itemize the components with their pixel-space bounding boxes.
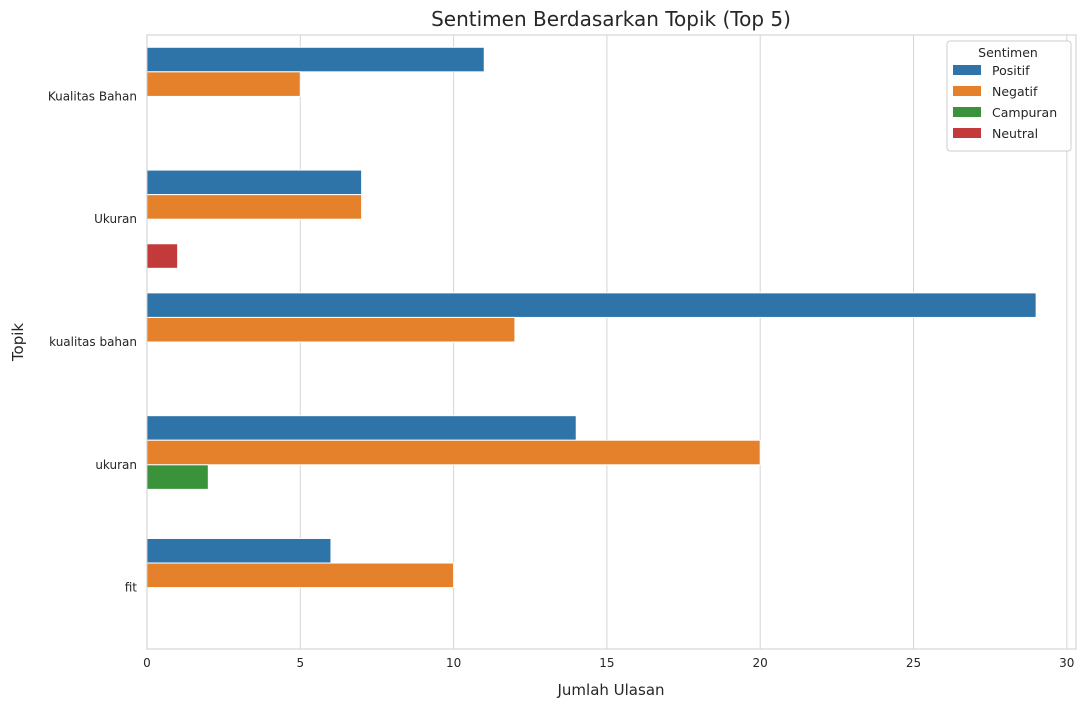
x-axis-label: Jumlah Ulasan bbox=[556, 681, 664, 699]
chart-title: Sentimen Berdasarkan Topik (Top 5) bbox=[431, 7, 791, 31]
y-tick-label: ukuran bbox=[95, 458, 137, 472]
legend-swatch-campuran bbox=[953, 107, 981, 117]
bar-positif bbox=[146, 415, 577, 441]
bar-layer bbox=[146, 46, 1037, 589]
legend-title: Sentimen bbox=[978, 45, 1038, 60]
bar-negatif bbox=[146, 194, 363, 220]
legend-swatch-positif bbox=[953, 65, 981, 75]
x-tick-label: 30 bbox=[1059, 656, 1074, 670]
legend: Sentimen Positif Negatif Campuran Neutral bbox=[946, 40, 1072, 152]
legend-label-neutral: Neutral bbox=[992, 126, 1038, 141]
plot-frame bbox=[146, 34, 1077, 650]
x-tick-label: 5 bbox=[296, 656, 304, 670]
x-tick-label: 15 bbox=[599, 656, 614, 670]
legend-swatch-negatif bbox=[953, 86, 981, 96]
bar-positif bbox=[146, 46, 485, 73]
legend-label-positif: Positif bbox=[992, 63, 1030, 78]
y-tick-label: fit bbox=[125, 581, 138, 595]
bar-positif bbox=[146, 537, 332, 564]
y-tick-label: Kualitas Bahan bbox=[48, 89, 137, 103]
legend-items: Positif Negatif Campuran Neutral bbox=[953, 63, 1057, 141]
bar-negatif bbox=[146, 562, 455, 589]
bar-negatif bbox=[146, 439, 761, 466]
bar-negatif bbox=[146, 71, 301, 97]
tick-layer: 0 5 10 15 20 25 30 Kualitas Bahan Ukuran kualitas… bbox=[48, 89, 1075, 670]
y-tick-label: Ukuran bbox=[94, 212, 137, 226]
bar-campuran bbox=[146, 464, 209, 490]
legend-label-campuran: Campuran bbox=[992, 105, 1057, 120]
bar-positif bbox=[146, 169, 363, 196]
y-tick-label: kualitas bahan bbox=[49, 335, 137, 349]
x-tick-label: 20 bbox=[753, 656, 768, 670]
legend-swatch-neutral bbox=[953, 128, 981, 138]
legend-label-negatif: Negatif bbox=[992, 84, 1038, 99]
x-tick-label: 0 bbox=[143, 656, 151, 670]
y-axis-label: Topik bbox=[9, 323, 27, 362]
x-tick-label: 10 bbox=[446, 656, 461, 670]
bar-neutral bbox=[146, 243, 179, 269]
x-tick-label: 25 bbox=[906, 656, 921, 670]
bar-negatif bbox=[146, 316, 516, 343]
bar-positif bbox=[146, 292, 1037, 318]
